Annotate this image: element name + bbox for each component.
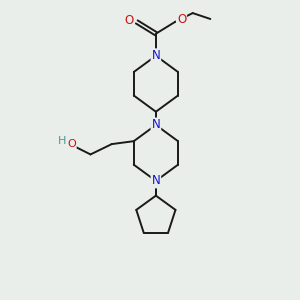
Text: O: O xyxy=(177,13,186,26)
Text: N: N xyxy=(152,174,160,188)
Text: O: O xyxy=(67,139,76,149)
Text: N: N xyxy=(152,118,160,131)
Text: N: N xyxy=(152,49,160,62)
Text: O: O xyxy=(125,14,134,27)
Text: H: H xyxy=(58,136,67,146)
